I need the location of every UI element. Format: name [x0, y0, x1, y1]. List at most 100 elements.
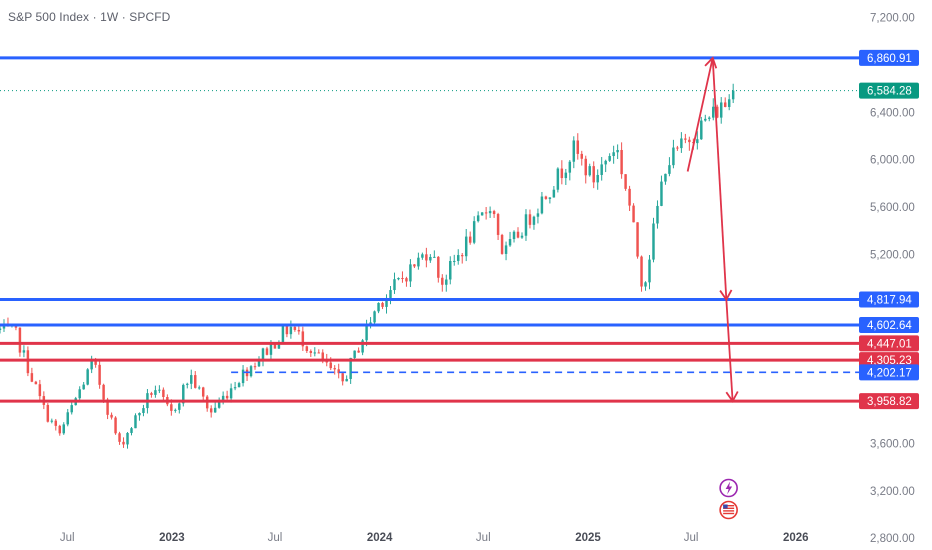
- candle: [548, 197, 552, 204]
- candle: [449, 256, 452, 285]
- candle-body: [584, 158, 587, 176]
- x-tick-label: Jul: [268, 532, 283, 544]
- candle-body: [696, 139, 699, 144]
- candle-body: [719, 102, 723, 118]
- candle: [197, 385, 201, 390]
- flag-icon-canton: [723, 504, 728, 509]
- forecast-arrow: [686, 56, 718, 172]
- candle-body: [532, 216, 536, 225]
- candle-body: [277, 343, 281, 349]
- candle-body: [130, 428, 133, 433]
- candle: [333, 365, 336, 375]
- candle-body: [150, 393, 153, 395]
- candle-body: [476, 215, 480, 222]
- y-tick-label: 6,000.00: [870, 155, 915, 167]
- candle-body: [126, 432, 129, 445]
- candle: [628, 185, 631, 211]
- candle-body: [106, 399, 109, 415]
- candle: [225, 390, 229, 402]
- candle-body: [321, 352, 324, 360]
- candle-body: [676, 147, 679, 149]
- candle-body: [257, 360, 261, 367]
- candle: [672, 139, 675, 169]
- forecast-arrow-line: [725, 299, 734, 402]
- candle-body: [50, 420, 54, 422]
- candle: [441, 274, 444, 292]
- candle-body: [186, 383, 189, 385]
- candle-body: [309, 351, 313, 353]
- candle-body: [723, 102, 727, 107]
- x-tick-label: 2023: [159, 532, 185, 544]
- candle-body: [568, 161, 572, 173]
- candle-body: [544, 196, 548, 199]
- candle-body: [604, 160, 607, 165]
- candle-body: [556, 168, 560, 190]
- candle-body: [361, 340, 364, 353]
- candle-body: [413, 264, 416, 267]
- price-tag: 6,584.28: [859, 82, 919, 99]
- flag-icon-stripe: [723, 512, 735, 515]
- candle: [385, 294, 388, 314]
- candle-body: [540, 196, 544, 214]
- candle: [313, 347, 317, 357]
- candle: [421, 252, 424, 260]
- candle-body: [154, 390, 157, 395]
- candle: [377, 302, 380, 314]
- candle-body: [648, 259, 651, 283]
- levels: [0, 56, 859, 403]
- candle-body: [608, 156, 611, 161]
- candle: [584, 155, 587, 184]
- lightning-icon-bolt: [725, 481, 733, 495]
- candle: [704, 114, 707, 122]
- candle: [592, 161, 595, 189]
- candle-body: [433, 256, 436, 258]
- candle: [369, 317, 372, 329]
- candle-body: [381, 302, 384, 307]
- price-tag-label: 4,602.64: [867, 320, 912, 332]
- candle-body: [373, 311, 376, 323]
- candle: [122, 437, 125, 448]
- candle-body: [640, 256, 643, 287]
- candle: [241, 365, 245, 387]
- lightning-event-icon: [719, 478, 738, 498]
- candle: [644, 281, 647, 291]
- candle-body: [345, 378, 348, 382]
- candle: [178, 402, 181, 414]
- candle: [201, 386, 205, 402]
- candle-body: [122, 441, 125, 445]
- candle-body: [182, 384, 185, 404]
- candle-body: [620, 149, 623, 175]
- candle-body: [389, 290, 392, 298]
- candle: [480, 212, 484, 216]
- candle: [516, 227, 520, 239]
- candle: [22, 345, 26, 358]
- candle-body: [54, 420, 58, 426]
- candle-body: [716, 106, 719, 118]
- candle: [0, 326, 2, 334]
- candle: [209, 405, 213, 418]
- candle: [194, 371, 197, 389]
- x-tick-label: Jul: [684, 532, 699, 544]
- candle-body: [201, 387, 205, 397]
- candle-body: [233, 387, 237, 389]
- candle-body: [217, 401, 221, 408]
- candle-body: [110, 414, 113, 418]
- candle-body: [98, 364, 101, 385]
- candle-body: [142, 408, 145, 413]
- candle: [560, 160, 564, 185]
- candle-body: [560, 168, 564, 179]
- candle-body: [576, 140, 580, 154]
- y-tick-label: 5,200.00: [870, 249, 915, 261]
- candle: [114, 416, 117, 435]
- candle: [357, 347, 360, 353]
- candle-body: [708, 117, 711, 119]
- candle: [668, 157, 671, 177]
- candle: [186, 382, 189, 389]
- candle: [433, 250, 436, 258]
- candle-body: [178, 403, 181, 410]
- candle-body: [174, 409, 177, 411]
- candle: [154, 385, 157, 398]
- candle: [437, 256, 440, 283]
- candle-body: [78, 389, 81, 399]
